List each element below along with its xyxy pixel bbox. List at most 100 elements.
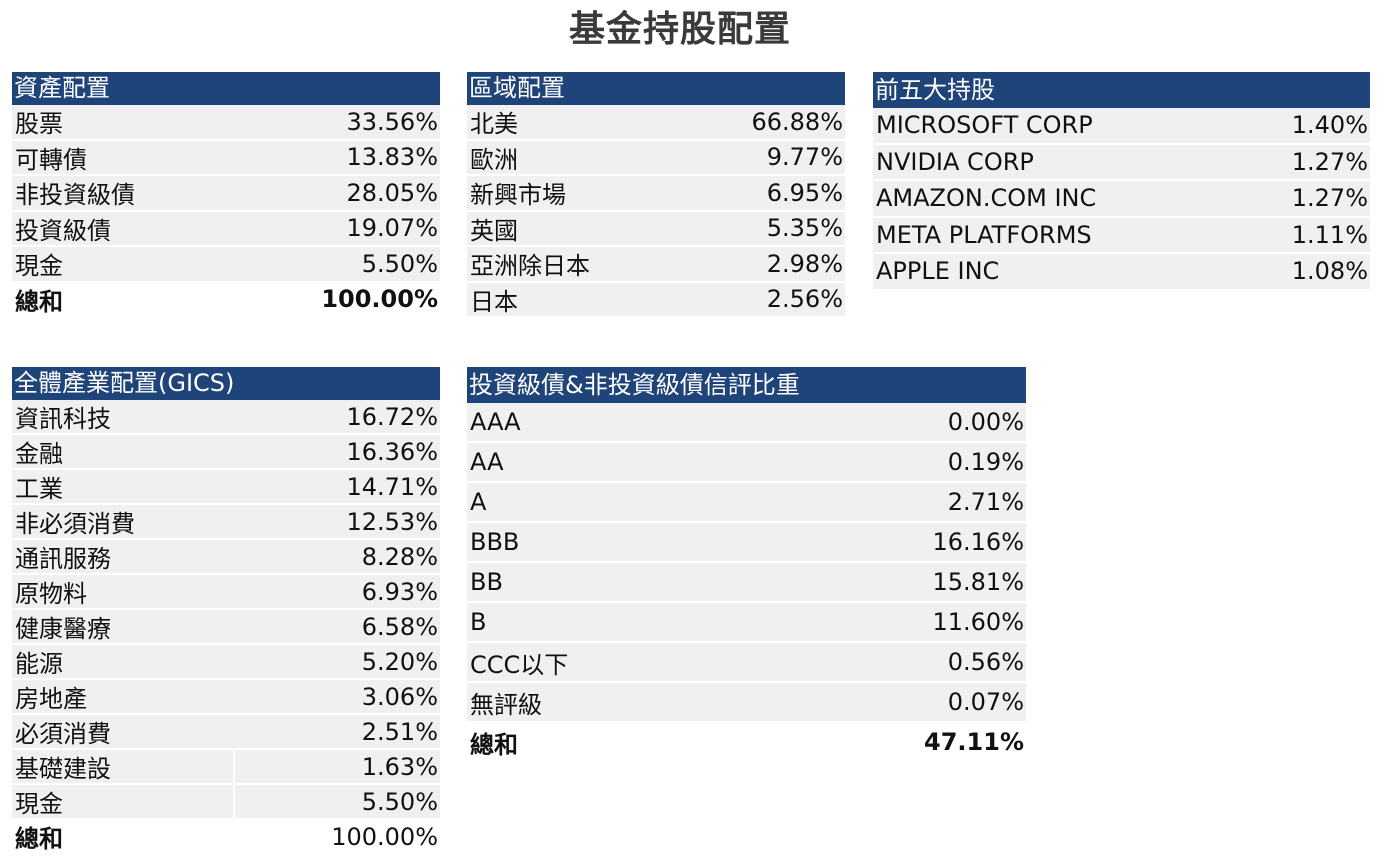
row-value: 16.16% bbox=[932, 528, 1024, 556]
table-row: 現金 5.50% bbox=[12, 785, 440, 820]
sector-allocation-table: 全體產業配置(GICS) 資訊科技 16.72% 金融 16.36% 工業 14.71… bbox=[12, 367, 440, 855]
asset-allocation-table: 資產配置 股票 33.56% 可轉債 13.83% 非投資級債 28.05% 投資級債… bbox=[12, 72, 440, 318]
table-row: CCC以下 0.56% bbox=[467, 643, 1026, 683]
total-label: 總和 bbox=[470, 730, 518, 759]
row-value: 5.50% bbox=[361, 787, 438, 816]
row-value: 12.53% bbox=[346, 507, 438, 536]
table-row: 投資級債 19.07% bbox=[12, 211, 440, 247]
total-value: 100.00% bbox=[321, 285, 438, 314]
row-value: 8.28% bbox=[361, 542, 438, 571]
table-row: META PLATFORMS 1.11% bbox=[873, 217, 1370, 254]
row-value: 28.05% bbox=[346, 178, 438, 207]
row-label: 金融 bbox=[15, 440, 63, 468]
table-row: 必須消費 2.51% bbox=[12, 715, 440, 750]
page-title: 基金持股配置 bbox=[568, 9, 791, 50]
region-allocation-header: 區域配置 bbox=[467, 72, 845, 105]
region-allocation-table: 區域配置 北美 66.88% 歐洲 9.77% 新興市場 6.95% 英國 5.35% … bbox=[467, 72, 845, 318]
row-value: 11.60% bbox=[932, 608, 1024, 636]
table-row: B 11.60% bbox=[467, 603, 1026, 643]
total-value: 47.11% bbox=[924, 728, 1024, 756]
total-label: 總和 bbox=[15, 825, 63, 853]
row-label: 資訊科技 bbox=[15, 405, 111, 433]
row-label: 必須消費 bbox=[15, 720, 111, 748]
row-label: 新興市場 bbox=[470, 181, 566, 210]
table-row: BBB 16.16% bbox=[467, 523, 1026, 563]
row-label: 通訊服務 bbox=[15, 545, 111, 573]
row-label: 非必須消費 bbox=[15, 510, 135, 538]
row-label: 現金 bbox=[15, 785, 235, 818]
table-row: 工業 14.71% bbox=[12, 470, 440, 505]
row-label: APPLE INC bbox=[876, 257, 1000, 286]
row-label: BBB bbox=[470, 528, 520, 556]
row-value: 2.98% bbox=[766, 249, 843, 278]
credit-rating-table: 投資級債&非投資級債信評比重 AAA 0.00% AA 0.19% A 2.71% B… bbox=[467, 367, 1026, 763]
row-value: 66.88% bbox=[751, 107, 843, 136]
row-label: AA bbox=[470, 448, 504, 476]
total-row: 總和 100.00% bbox=[12, 282, 440, 318]
row-label: 日本 bbox=[470, 287, 518, 316]
row-label: 房地產 bbox=[15, 685, 87, 713]
sector-allocation-header: 全體產業配置(GICS) bbox=[12, 367, 440, 400]
total-label: 總和 bbox=[15, 287, 63, 316]
row-value: 6.58% bbox=[361, 612, 438, 641]
top-holdings-header: 前五大持股 bbox=[873, 72, 1370, 108]
row-value: 5.35% bbox=[766, 214, 843, 243]
row-label: MICROSOFT CORP bbox=[876, 111, 1093, 140]
table-row: 可轉債 13.83% bbox=[12, 140, 440, 176]
row-label: META PLATFORMS bbox=[876, 220, 1092, 249]
table-row: 非必須消費 12.53% bbox=[12, 505, 440, 540]
row-label: 英國 bbox=[470, 216, 518, 245]
row-value: 0.56% bbox=[947, 648, 1024, 676]
row-label: 非投資級債 bbox=[15, 181, 135, 210]
table-row: 資訊科技 16.72% bbox=[12, 400, 440, 435]
row-value: 1.11% bbox=[1291, 220, 1368, 249]
row-value: 1.63% bbox=[361, 752, 438, 781]
row-value: 14.71% bbox=[346, 472, 438, 501]
row-label: 無評級 bbox=[470, 690, 542, 719]
total-row: 總和 47.11% bbox=[467, 723, 1026, 763]
row-value: 3.06% bbox=[361, 682, 438, 711]
table-row: 非投資級債 28.05% bbox=[12, 176, 440, 212]
total-row: 總和 100.00% bbox=[12, 820, 440, 855]
row-label: 歐洲 bbox=[470, 145, 518, 174]
row-value: 0.19% bbox=[947, 448, 1024, 476]
row-value: 6.95% bbox=[766, 178, 843, 207]
table-row: 房地產 3.06% bbox=[12, 680, 440, 715]
asset-allocation-header: 資產配置 bbox=[12, 72, 440, 105]
row-label: BB bbox=[470, 568, 503, 596]
row-value: 16.36% bbox=[346, 437, 438, 466]
row-label: 北美 bbox=[470, 110, 518, 139]
row-label: 股票 bbox=[15, 110, 63, 139]
row-label: 亞洲除日本 bbox=[470, 252, 590, 281]
credit-rating-header: 投資級債&非投資級債信評比重 bbox=[467, 367, 1026, 403]
row-value: 0.07% bbox=[947, 688, 1024, 716]
row-label: 原物料 bbox=[15, 580, 87, 608]
row-label: 投資級債 bbox=[15, 216, 111, 245]
row-label: 可轉債 bbox=[15, 145, 87, 174]
table-row: 金融 16.36% bbox=[12, 435, 440, 470]
row-value: 9.77% bbox=[766, 143, 843, 172]
row-value: 6.93% bbox=[361, 577, 438, 606]
row-label: 能源 bbox=[15, 650, 63, 678]
table-row: AMAZON.COM INC 1.27% bbox=[873, 181, 1370, 218]
row-label: 健康醫療 bbox=[15, 615, 111, 643]
row-value: 1.27% bbox=[1291, 147, 1368, 176]
top-holdings-table: 前五大持股 MICROSOFT CORP 1.40% NVIDIA CORP 1.2… bbox=[873, 72, 1370, 291]
table-row: 北美 66.88% bbox=[467, 105, 845, 141]
table-row: 健康醫療 6.58% bbox=[12, 610, 440, 645]
row-label: CCC以下 bbox=[470, 650, 569, 679]
table-row: 亞洲除日本 2.98% bbox=[467, 247, 845, 283]
row-value: 33.56% bbox=[346, 107, 438, 136]
table-row: 能源 5.20% bbox=[12, 645, 440, 680]
table-row: 歐洲 9.77% bbox=[467, 140, 845, 176]
table-row: AA 0.19% bbox=[467, 443, 1026, 483]
row-value: 0.00% bbox=[947, 408, 1024, 436]
table-row: 日本 2.56% bbox=[467, 282, 845, 318]
row-label: 基礎建設 bbox=[15, 750, 235, 783]
table-row: 英國 5.35% bbox=[467, 211, 845, 247]
row-value: 13.83% bbox=[346, 143, 438, 172]
row-label: 工業 bbox=[15, 475, 63, 503]
table-row: 新興市場 6.95% bbox=[467, 176, 845, 212]
table-row: BB 15.81% bbox=[467, 563, 1026, 603]
table-row: APPLE INC 1.08% bbox=[873, 254, 1370, 291]
